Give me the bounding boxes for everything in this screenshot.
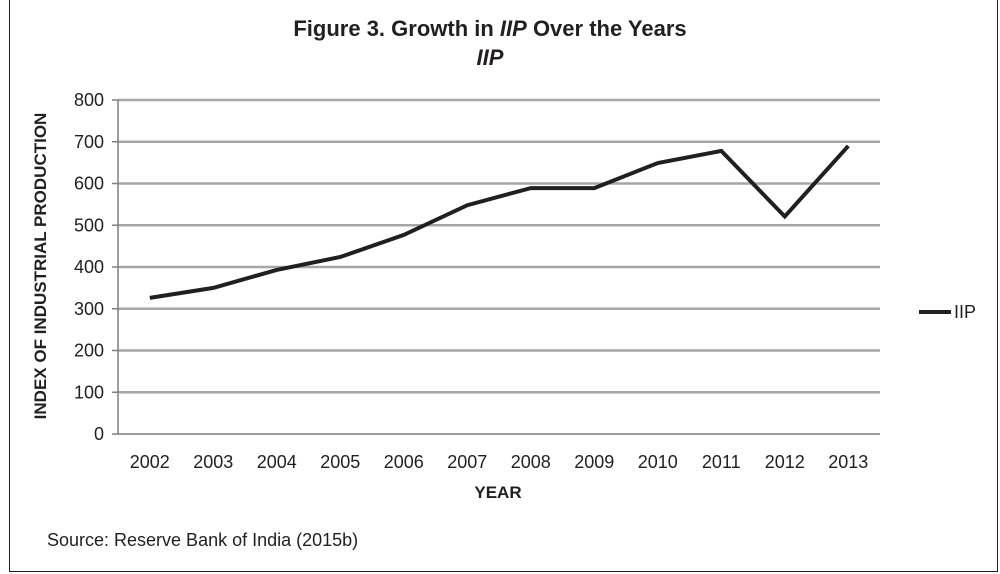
x-tick-label-2002: 2002	[130, 452, 170, 472]
x-tick-label-2011: 2011	[702, 452, 741, 472]
y-tick-label-600: 600	[74, 174, 104, 194]
x-tick-label-2013: 2013	[828, 452, 868, 472]
y-tick-label-500: 500	[74, 215, 104, 235]
chart-title: Figure 3. Growth in IIP Over the Years	[100, 16, 880, 42]
series-lines	[149, 144, 850, 300]
legend-label-iip: IIP	[954, 302, 976, 322]
x-tick-label-2006: 2006	[384, 452, 424, 472]
x-tick-label-2007: 2007	[447, 452, 487, 472]
x-tick-label-2003: 2003	[193, 452, 233, 472]
x-tick-label-2004: 2004	[257, 452, 297, 472]
chart-subtitle: IIP	[476, 45, 504, 70]
gridlines	[112, 98, 880, 435]
legend: IIP	[919, 302, 976, 322]
y-axis-label: INDEX OF INDUSTRIAL PRODUCTION	[31, 113, 50, 420]
y-tick-label-0: 0	[94, 424, 104, 444]
chart-title-prefix: Figure 3. Growth in	[293, 16, 500, 41]
y-tick-label-100: 100	[74, 382, 104, 402]
figure-frame	[9, 0, 998, 572]
y-tick-label-400: 400	[74, 257, 104, 277]
x-axis-label: YEAR	[474, 483, 521, 502]
y-tick-label-800: 800	[74, 90, 104, 110]
x-tick-label-2009: 2009	[574, 452, 614, 472]
x-tick-label-2010: 2010	[638, 452, 678, 472]
series-line-iip	[149, 144, 850, 300]
x-tick-label-2008: 2008	[511, 452, 551, 472]
source-note: Source: Reserve Bank of India (2015b)	[47, 530, 359, 550]
y-tick-labels: 0 100 200 300 400 500 600 700 800	[74, 90, 104, 444]
x-tick-label-2012: 2012	[765, 452, 805, 472]
axes	[117, 100, 880, 435]
chart-title-suffix: Over the Years	[526, 16, 687, 41]
x-tick-labels: 2002 2003 2004 2005 2006 2007 2008 2009 2010 2011…	[130, 452, 869, 472]
y-tick-label-300: 300	[74, 299, 104, 319]
chart-title-emphasis: IIP	[499, 16, 527, 41]
x-tick-label-2005: 2005	[320, 452, 360, 472]
y-tick-label-700: 700	[74, 132, 104, 152]
y-tick-label-200: 200	[74, 341, 104, 361]
